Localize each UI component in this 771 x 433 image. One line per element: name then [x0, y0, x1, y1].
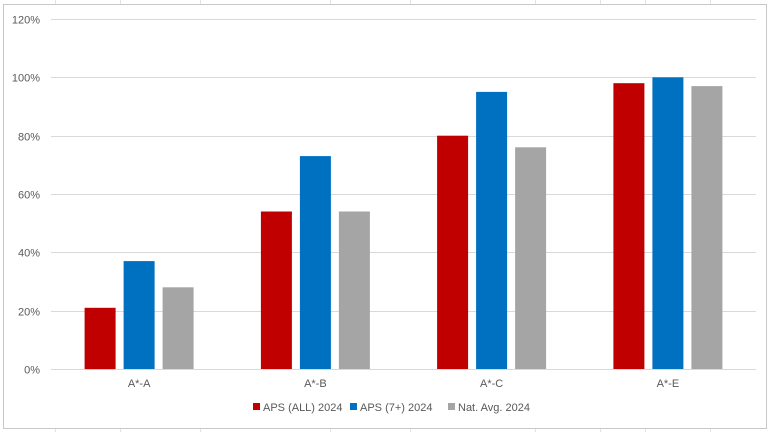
- x-tick-label: A*-C: [480, 378, 503, 390]
- y-tick-label: 40%: [18, 248, 40, 260]
- bar[interactable]: [299, 156, 331, 369]
- y-tick-label: 120%: [12, 15, 40, 27]
- legend-item[interactable]: Nat. Avg. 2024: [448, 402, 530, 414]
- y-tick-label: 0%: [24, 365, 40, 377]
- x-tick-label: A*-A: [128, 378, 151, 390]
- y-tick-label: 20%: [18, 307, 40, 319]
- gridlines: [51, 19, 756, 370]
- legend-swatch: [350, 403, 357, 410]
- bar[interactable]: [515, 147, 547, 369]
- x-tick-label: A*-B: [304, 378, 327, 390]
- y-tick-label: 100%: [12, 73, 40, 85]
- bar[interactable]: [652, 77, 684, 370]
- bar[interactable]: [691, 86, 723, 369]
- bars: [84, 77, 723, 370]
- bar[interactable]: [338, 211, 370, 370]
- y-tick-label: 60%: [18, 190, 40, 202]
- legend-label: APS (7+) 2024: [360, 402, 432, 414]
- legend-item[interactable]: APS (7+) 2024: [350, 402, 432, 414]
- bar[interactable]: [437, 135, 469, 369]
- x-axis-tick-labels: A*-A A*-B A*-C A*-E: [128, 378, 679, 390]
- bar[interactable]: [123, 261, 155, 369]
- y-axis-tick-labels: 0% 20% 40% 60% 80% 100% 120%: [12, 15, 40, 377]
- legend: APS (ALL) 2024 APS (7+) 2024 Nat. Avg. 202…: [253, 402, 530, 414]
- bar[interactable]: [613, 83, 645, 369]
- legend-swatch: [448, 403, 455, 410]
- bar[interactable]: [476, 91, 508, 370]
- chart-area[interactable]: 0% 20% 40% 60% 80% 100% 120% A*-A A*-B A*-C A*-E …: [3, 4, 767, 429]
- legend-label: Nat. Avg. 2024: [458, 402, 530, 414]
- legend-swatch: [253, 403, 260, 410]
- x-tick-label: A*-E: [657, 378, 680, 390]
- y-tick-label: 80%: [18, 132, 40, 144]
- bar-chart: 0%20%40%60%80%100%120% A*-A A*-B A*-C A*-E …: [12, 15, 756, 414]
- bar[interactable]: [260, 211, 292, 370]
- legend-label: APS (ALL) 2024: [263, 402, 343, 414]
- legend-item[interactable]: APS (ALL) 2024: [253, 402, 343, 414]
- bar[interactable]: [162, 287, 194, 369]
- bar[interactable]: [84, 307, 116, 370]
